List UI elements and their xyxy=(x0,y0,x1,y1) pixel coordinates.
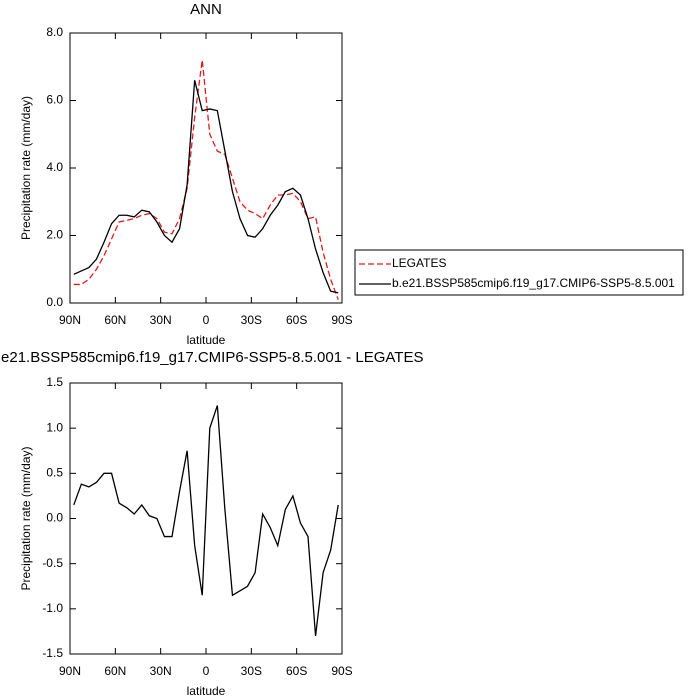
chart-title: b.e21.BSSP585cmip6.f19_g17.CMIP6-SSP5-8.… xyxy=(0,349,423,366)
legend-label: b.e21.BSSP585cmip6.f19_g17.CMIP6-SSP5-8.… xyxy=(392,276,675,290)
x-tick-label: 60N xyxy=(104,313,126,327)
y-tick-label: 4.0 xyxy=(46,160,63,174)
chart-title: ANN xyxy=(190,1,222,18)
x-tick-label: 90N xyxy=(59,664,81,678)
plot-frame xyxy=(69,382,343,655)
y-axis-label: Precipitation rate (mm/day) xyxy=(19,446,33,590)
series-line xyxy=(73,80,339,294)
x-tick-label: 60N xyxy=(104,664,126,678)
y-tick-label: 8.0 xyxy=(46,25,63,39)
y-axis-label: Precipitation rate (mm/day) xyxy=(19,96,33,240)
y-tick-label: 6.0 xyxy=(46,93,63,107)
y-tick-label: -0.5 xyxy=(42,556,63,570)
y-tick-label: 2.0 xyxy=(46,228,63,242)
x-tick-label: 60S xyxy=(286,664,307,678)
x-tick-label: 30S xyxy=(241,664,262,678)
x-tick-label: 30N xyxy=(150,313,172,327)
plot-frame xyxy=(69,32,343,304)
y-tick-label: 0.0 xyxy=(46,295,63,309)
legend-box xyxy=(354,249,684,296)
y-tick-label: 1.0 xyxy=(46,420,63,434)
series-line xyxy=(73,59,339,300)
x-tick-label: 30N xyxy=(150,664,172,678)
y-tick-label: 1.5 xyxy=(46,375,63,389)
x-tick-label: 90S xyxy=(331,313,352,327)
y-tick-label: 0.5 xyxy=(46,466,63,480)
y-tick-label: -1.5 xyxy=(42,646,63,660)
x-tick-label: 0 xyxy=(203,664,210,678)
x-tick-label: 60S xyxy=(286,313,307,327)
x-tick-label: 30S xyxy=(241,313,262,327)
x-tick-label: 0 xyxy=(203,313,210,327)
y-tick-label: -1.0 xyxy=(42,601,63,615)
x-axis-label: latitude xyxy=(187,333,226,347)
x-tick-label: 90S xyxy=(331,664,352,678)
legend-label: LEGATES xyxy=(392,256,446,270)
series-line xyxy=(73,405,339,637)
x-tick-label: 90N xyxy=(59,313,81,327)
y-tick-label: 0.0 xyxy=(46,511,63,525)
x-axis-label: latitude xyxy=(187,684,226,698)
